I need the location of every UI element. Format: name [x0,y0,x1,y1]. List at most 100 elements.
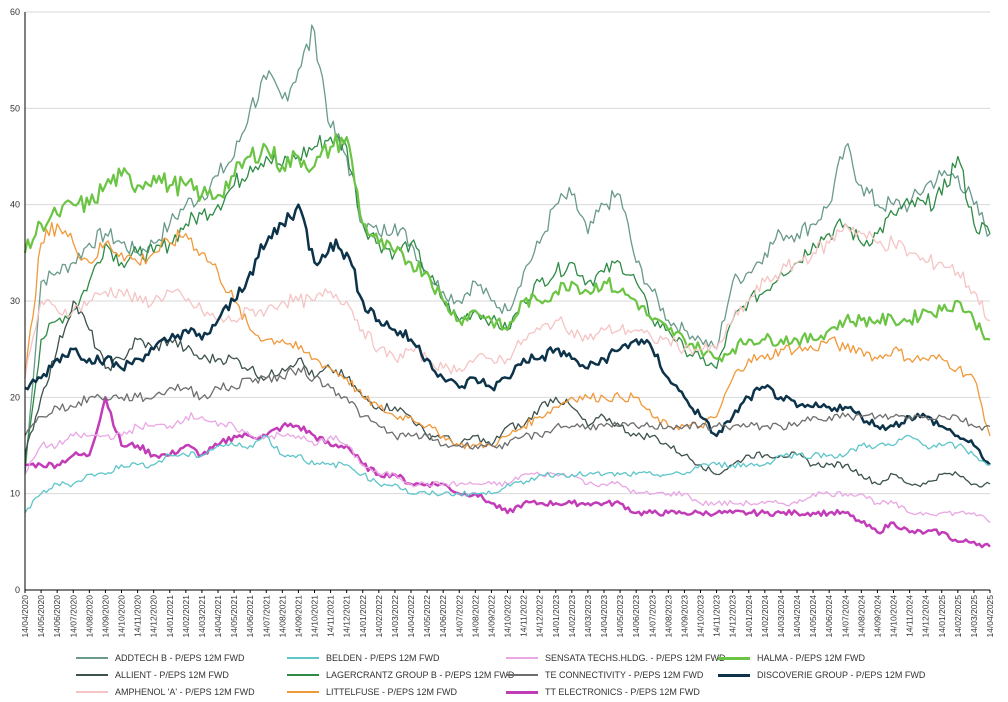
legend-item: ADDTECH B - P/EPS 12M FWD [76,653,245,663]
x-tick-label: 14/12/2022 [535,595,545,638]
legend-swatch [718,673,750,677]
x-tick-label: 14/11/2023 [712,595,722,637]
x-tick-label: 14/02/2023 [567,595,577,638]
legend-item: BELDEN - P/EPS 12M FWD [287,653,440,663]
x-tick-label: 14/01/2024 [744,595,754,638]
x-tick-label: 14/04/2020 [20,595,30,638]
x-tick-label: 14/01/2022 [358,595,368,638]
x-tick-label: 14/05/2022 [422,595,432,638]
series-line [24,24,991,475]
series-line [24,365,991,450]
series-line [24,221,991,450]
x-tick-label: 14/03/2023 [583,595,593,638]
x-tick-label: 14/03/2025 [969,595,979,638]
x-tick-label: 14/05/2020 [36,595,46,638]
chart-legend: ADDTECH B - P/EPS 12M FWD ALLIENT - P/EPS… [0,651,1008,702]
x-tick-label: 14/04/2025 [985,595,995,638]
y-tick-label: 30 [10,296,20,306]
legend-swatch [506,674,538,676]
series-line [24,223,991,379]
x-tick-label: 14/11/2020 [133,595,143,637]
legend-swatch [506,690,538,694]
x-tick-label: 14/12/2020 [149,595,159,638]
x-tick-label: 14/06/2020 [52,595,62,638]
legend-swatch [76,674,108,676]
legend-item: ALLIENT - P/EPS 12M FWD [76,670,229,680]
legend-swatch [718,656,750,660]
y-tick-label: 50 [10,103,20,113]
x-tick-label: 14/08/2020 [84,595,94,638]
x-tick-label: 14/08/2024 [856,595,866,638]
legend-label: LAGERCRANTZ GROUP B - P/EPS 12M FWD [326,670,515,680]
x-tick-label: 14/01/2021 [165,595,175,638]
x-tick-label: 14/12/2023 [728,595,738,638]
series-line [24,412,991,524]
legend-item: TE CONNECTIVITY - P/EPS 12M FWD [506,670,703,680]
legend-label: ALLIENT - P/EPS 12M FWD [115,670,229,680]
legend-label: DISCOVERIE GROUP - P/EPS 12M FWD [757,670,926,680]
x-tick-label: 14/04/2022 [406,595,416,638]
y-tick-label: 0 [15,585,20,595]
x-tick-label: 14/06/2024 [824,595,834,638]
legend-item: DISCOVERIE GROUP - P/EPS 12M FWD [718,670,925,680]
x-tick-label: 14/06/2023 [631,595,641,638]
legend-label: AMPHENOL 'A' - P/EPS 12M FWD [115,687,255,697]
x-tick-label: 14/07/2024 [840,595,850,638]
legend-swatch [76,657,108,659]
x-tick-label: 14/09/2023 [679,595,689,638]
x-tick-label: 14/10/2024 [889,595,899,638]
series-lines [23,24,991,549]
y-tick-label: 10 [10,489,20,499]
legend-label: HALMA - P/EPS 12M FWD [757,653,866,663]
x-tick-label: 14/09/2020 [100,595,110,638]
x-tick-label: 14/11/2022 [519,595,529,637]
legend-label: BELDEN - P/EPS 12M FWD [326,653,440,663]
x-tick-label: 14/03/2021 [197,595,207,638]
x-tick-label: 14/03/2024 [776,595,786,638]
x-tick-labels: 14/04/2020 14/05/2020 14/06/2020 14/07/2020… [20,595,995,638]
legend-swatch [287,657,319,659]
x-tick-label: 14/07/2020 [68,595,78,638]
legend-swatch [506,657,538,659]
series-line [24,133,991,465]
legend-label: TE CONNECTIVITY - P/EPS 12M FWD [545,670,704,680]
x-tick-label: 14/02/2022 [374,595,384,638]
x-tick-label: 14/07/2023 [647,595,657,638]
x-tick-label: 14/09/2024 [872,595,882,638]
legend-label: LITTELFUSE - P/EPS 12M FWD [326,687,458,697]
legend-label: ADDTECH B - P/EPS 12M FWD [115,653,245,663]
legend-swatch [287,674,319,676]
series-line [24,434,991,514]
x-tick-label: 14/12/2021 [342,595,352,638]
series-line [24,300,991,488]
x-tick-label: 14/10/2023 [696,595,706,638]
legend-swatch [287,691,319,693]
x-tick-label: 14/11/2021 [326,595,336,637]
legend-label: TT ELECTRONICS - P/EPS 12M FWD [545,687,700,697]
x-tick-label: 14/11/2024 [905,595,915,637]
legend-label: SENSATA TECHS.HLDG. - P/EPS 12M FWD [545,653,726,663]
legend-item: LITTELFUSE - P/EPS 12M FWD [287,687,457,697]
x-tick-label: 14/04/2024 [792,595,802,638]
legend-swatch [76,691,108,693]
x-tick-label: 14/07/2022 [454,595,464,638]
y-tick-labels: 0 10 20 30 40 50 60 [10,7,20,595]
x-tick-label: 14/06/2021 [245,595,255,638]
x-tick-label: 14/03/2022 [390,595,400,638]
x-tick-label: 14/10/2022 [503,595,513,638]
x-tick-label: 14/09/2021 [293,595,303,638]
x-tick-label: 14/07/2021 [261,595,271,638]
x-tick-label: 14/09/2022 [486,595,496,638]
x-tick-label: 14/02/2025 [953,595,963,638]
axes [24,12,991,593]
x-tick-label: 14/01/2023 [551,595,561,638]
y-tick-label: 60 [10,7,20,17]
x-tick-label: 14/08/2023 [663,595,673,638]
legend-item: SENSATA TECHS.HLDG. - P/EPS 12M FWD [506,653,726,663]
x-tick-label: 14/08/2022 [470,595,480,638]
legend-item: HALMA - P/EPS 12M FWD [718,653,865,663]
line-chart: 0 10 20 30 40 50 60 14/04/2020 14/05/2020 14/06/… [10,7,995,638]
series-line [23,133,991,363]
x-tick-label: 14/01/2025 [937,595,947,638]
